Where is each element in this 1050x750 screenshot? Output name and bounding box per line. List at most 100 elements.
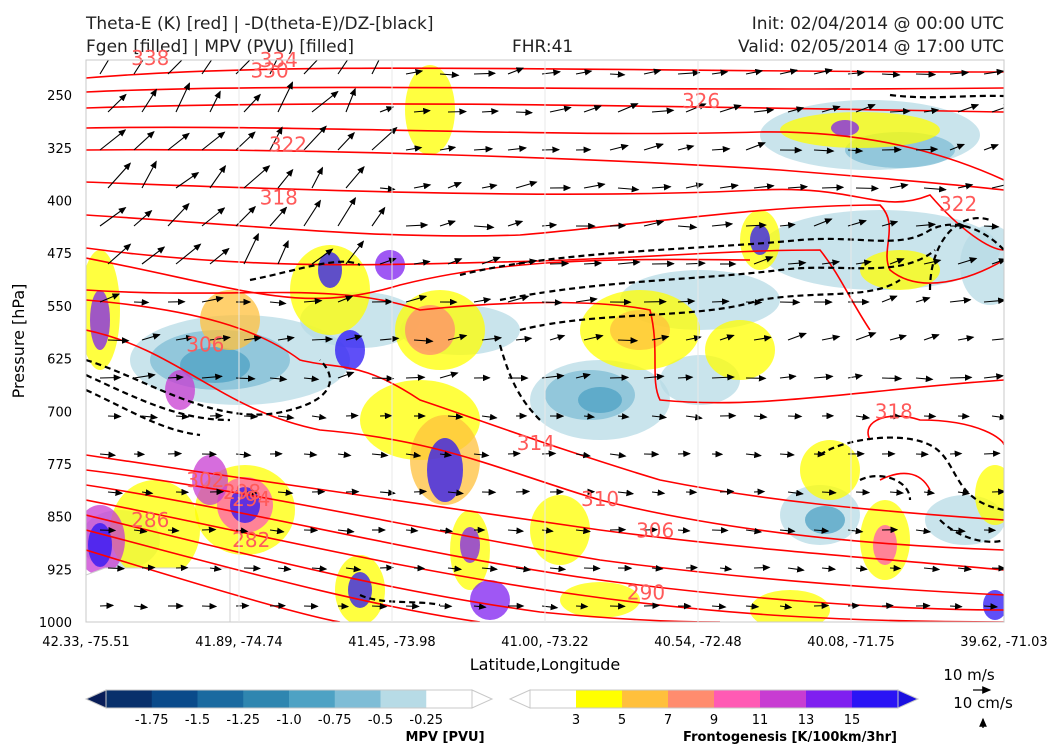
wind-vector-arrow: [719, 565, 733, 572]
wind-vector-arrow: [337, 602, 350, 610]
ddz-dashed-line: [939, 519, 1004, 543]
colorbar-tick-label: 11: [752, 713, 769, 728]
theta-e-line: [86, 514, 721, 622]
wind-vector-arrow: [481, 256, 501, 265]
wind-vector-arrow: [949, 527, 966, 535]
theta-e-line: [86, 181, 1004, 251]
wind-vector-arrow: [277, 565, 292, 572]
wind-vector-arrow: [311, 248, 334, 265]
wind-vector-arrow: [549, 334, 566, 341]
theta-e-line: [86, 126, 1004, 181]
colorbar-swatch: [576, 690, 623, 708]
wind-vector-arrow: [107, 489, 124, 496]
wind-vector-arrow: [787, 332, 807, 341]
wind-vector-arrow: [141, 489, 154, 496]
wind-vector-arrow: [855, 103, 876, 113]
wind-vector-arrow: [311, 413, 327, 421]
wind-vector-arrow: [549, 105, 572, 113]
theta-e-contour-label: 282: [232, 528, 270, 552]
wind-vector-arrow: [575, 602, 589, 610]
wind-vector-arrow: [889, 108, 911, 115]
wind-vector-arrow: [787, 183, 809, 191]
colorbar-swatch: [530, 690, 577, 708]
wind-vector-arrow: [881, 295, 898, 303]
wind-vector-arrow: [303, 199, 321, 227]
wind-vector-arrow: [915, 221, 937, 229]
wind-vector-arrow: [133, 298, 150, 306]
wind-vectors: [99, 60, 1004, 611]
wind-vector-arrow: [243, 413, 259, 420]
fgen-fill-area: [750, 225, 770, 255]
wind-vector-arrow: [983, 373, 1004, 380]
mpv-colorbar-title: MPV [PVU]: [405, 730, 484, 745]
wind-vector-arrow: [99, 526, 117, 534]
theta-e-line: [86, 67, 1004, 79]
fgen-fill-area: [290, 245, 370, 335]
wind-vector-arrow: [881, 220, 899, 227]
wind-vector-arrow: [881, 602, 894, 610]
theta-e-contour-label: 318: [260, 186, 298, 210]
x-axis-label: Latitude,Longitude: [470, 655, 621, 674]
wind-vector-arrow: [889, 258, 905, 265]
mpv-fill-area: [960, 225, 1004, 305]
colorbar-tick-label: -1.25: [226, 713, 260, 728]
wind-vector-arrow: [277, 168, 294, 189]
wind-vector-arrow: [379, 106, 395, 113]
colorbar-tick-label: -1.5: [185, 713, 210, 728]
fgen-fill-area: [348, 572, 372, 608]
wind-vector-arrow: [371, 603, 388, 610]
wind-vector-arrow: [651, 565, 664, 572]
wind-vector-arrow: [337, 60, 349, 75]
theta-e-line: [879, 472, 931, 491]
theta-e-contour-label: 306: [186, 333, 224, 357]
wind-vector-arrow: [167, 527, 180, 534]
ddz-dashed-line: [86, 374, 231, 422]
theta-e-contour-label: 322: [269, 132, 307, 156]
wind-vector-arrow: [745, 298, 763, 306]
wind-vector-arrow: [915, 71, 937, 78]
wind-vector-arrow: [371, 375, 395, 382]
colorbar-tick-label: -0.5: [368, 713, 393, 728]
fgen-fill-area: [831, 120, 859, 136]
wind-vector-arrow: [711, 526, 729, 534]
wind-vector-arrow: [99, 129, 127, 151]
wind-vector-arrow: [515, 488, 531, 495]
wind-vector-arrow: [269, 60, 278, 75]
wind-vector-arrow: [779, 603, 793, 610]
y-axis-label: Pressure [hPa]: [9, 284, 28, 399]
y-tick-label: 1000: [39, 616, 72, 631]
wind-vector-arrow: [821, 565, 837, 572]
fgen-fill-area: [318, 252, 342, 288]
wind-vector-arrow: [677, 223, 698, 231]
wind-vector-arrow: [889, 182, 909, 190]
wind-vector-arrow: [311, 336, 334, 343]
x-tick-label: 41.00, -73.22: [501, 635, 588, 650]
wind-vector-arrow: [957, 257, 978, 265]
wind-vector-arrow: [821, 334, 841, 342]
colorbar-swatch: [243, 690, 290, 708]
wind-vector-arrow: [405, 451, 422, 459]
wind-vector-arrow: [583, 260, 603, 267]
wind-vector-arrow: [957, 103, 980, 113]
x-axis-ticks: 42.33, -75.51 41.89, -74.74 41.45, -73.98 4…: [42, 60, 1048, 650]
wind-vector-arrow: [243, 335, 262, 342]
wind-vector-arrow: [167, 132, 190, 151]
wind-vector-arrow: [167, 60, 190, 75]
wind-vector-arrow: [413, 564, 426, 572]
y-tick-label: 475: [47, 247, 72, 262]
wind-vector-arrow: [447, 565, 463, 572]
theta-e-line: [86, 499, 1004, 622]
wind-vector-arrow: [949, 69, 970, 77]
wind-vector-arrow: [269, 206, 288, 227]
wind-vector-arrow: [481, 413, 498, 421]
wind-vector-arrow: [311, 166, 324, 189]
theta-e-line: [86, 148, 1004, 191]
wind-vector-arrow: [473, 451, 490, 459]
wind-vector-arrow: [243, 165, 271, 189]
y-tick-label: 550: [47, 300, 72, 315]
wind-vector-arrow: [413, 182, 432, 190]
wind-vector-arrow: [779, 373, 797, 381]
wind-vector-arrow: [337, 371, 355, 379]
theta-e-contour-label: 290: [627, 581, 665, 605]
